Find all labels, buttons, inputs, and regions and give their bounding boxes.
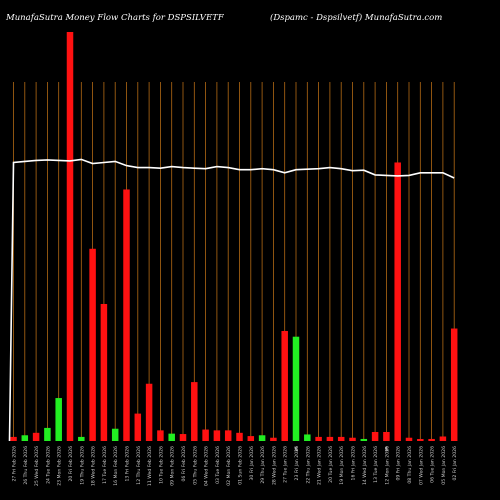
- money-flow-bar: [78, 436, 85, 441]
- money-flow-bar: [450, 328, 458, 441]
- x-tick-label: 22 Thu Jan 2026: [305, 446, 311, 484]
- money-flow-bar: [394, 162, 401, 441]
- x-tick-label: 14 Wed Jan 2026: [362, 446, 368, 485]
- money-flow-bars: [10, 32, 458, 441]
- x-tick-label: 12 Mon Jan 2026: [384, 446, 390, 485]
- money-flow-bar: [383, 432, 390, 441]
- money-flow-bar: [55, 398, 62, 441]
- x-tick-label: 27 Fri Feb 2026: [12, 446, 18, 482]
- x-tick-label: 16 Fri Jan 2026: [351, 446, 357, 481]
- money-flow-bar: [247, 436, 255, 441]
- x-tick-label: 28 Wed Jan 2026: [271, 446, 277, 485]
- x-tick-label: 13 Fri Feb 2026: [125, 446, 131, 482]
- x-tick-label: 19 Thu Feb 2026: [79, 446, 85, 485]
- dollar-marker: $: [294, 446, 298, 453]
- money-flow-bar: [326, 436, 334, 441]
- x-tick-label: 04 Wed Feb 2026: [204, 446, 210, 486]
- x-tick-label: 06 Fri Feb 2026: [181, 446, 187, 482]
- x-tick-label: 26 Thu Feb 2026: [23, 446, 29, 485]
- money-flow-bar: [21, 435, 29, 441]
- x-tick-label: 24 Tue Feb 2026: [45, 446, 51, 484]
- money-flow-bar: [179, 434, 187, 441]
- x-tick-label: 20 Fri Feb 2026: [68, 446, 74, 482]
- x-tick-label: 06 Tue Jan 2026: [430, 446, 436, 483]
- money-flow-bar: [371, 432, 379, 441]
- money-flow-bar: [315, 436, 322, 441]
- x-tick-label: 19 Mon Jan 2026: [339, 446, 345, 485]
- money-flow-bar: [304, 434, 311, 441]
- x-tick-label: 21 Wed Jan 2026: [317, 446, 323, 485]
- money-flow-bar: [168, 433, 175, 441]
- x-tick-label: 12 Thu Feb 2026: [136, 446, 142, 485]
- money-flow-bar: [89, 248, 96, 441]
- chart-source: (Dspamc - Dspsilvetf) MunafaSutra.com: [270, 13, 443, 23]
- x-tick-label: 18 Wed Feb 2026: [91, 446, 97, 486]
- x-tick-label: 11 Wed Feb 2026: [147, 446, 153, 486]
- x-tick-label: 03 Tue Feb 2026: [215, 446, 221, 484]
- money-flow-bar: [32, 432, 40, 441]
- money-flow-bar: [349, 437, 356, 441]
- money-flow-bar: [10, 436, 17, 441]
- special-markers: $ $: [294, 446, 388, 453]
- money-flow-bar: [236, 432, 243, 441]
- dollar-marker: $: [384, 446, 388, 453]
- x-tick-label: 02 Mon Feb 2026: [226, 446, 232, 486]
- money-flow-bar: [224, 430, 232, 441]
- x-tick-label: 13 Tue Jan 2026: [373, 446, 379, 483]
- x-tick-label: 30 Fri Jan 2026: [249, 446, 255, 481]
- x-tick-label: 17 Tue Feb 2026: [102, 446, 108, 484]
- money-flow-bar: [100, 303, 108, 441]
- x-tick-label: 09 Fri Jan 2026: [396, 446, 402, 481]
- money-flow-bar: [123, 189, 130, 441]
- x-tick-label: 02 Fri Jan 2026: [452, 446, 458, 481]
- money-flow-bar: [157, 430, 164, 441]
- x-tick-label: 08 Thu Jan 2026: [407, 446, 413, 484]
- x-tick-label: 16 Mon Feb 2026: [113, 446, 119, 486]
- money-flow-bar: [202, 429, 209, 441]
- money-flow-bar: [258, 435, 266, 441]
- x-tick-label: 27 Tue Jan 2026: [283, 446, 289, 483]
- x-tick-label: 01 Sun Feb 2026: [238, 446, 244, 485]
- x-tick-label: 25 Wed Feb 2026: [34, 446, 40, 486]
- chart-title: MunafaSutra Money Flow Charts for DSPSIL…: [6, 13, 224, 23]
- money-flow-bar: [428, 438, 435, 441]
- money-flow-bar: [281, 330, 288, 441]
- x-tick-label: 05 Thu Feb 2026: [192, 446, 198, 485]
- money-flow-bar: [270, 437, 277, 441]
- x-axis-labels: 27 Fri Feb 2026 26 Thu Feb 2026 25 Wed Feb…: [12, 446, 459, 486]
- x-tick-label: 29 Thu Jan 2026: [260, 446, 266, 484]
- price-line: [8, 158, 455, 442]
- money-flow-bar: [337, 436, 345, 441]
- money-flow-bar: [44, 427, 51, 441]
- money-flow-bar: [134, 413, 142, 441]
- money-flow-bar: [417, 439, 424, 441]
- x-tick-label: 23 Fri Jan 2026: [294, 446, 300, 481]
- money-flow-bar: [213, 430, 221, 441]
- x-tick-label: 07 Wed Jan 2026: [418, 446, 424, 485]
- x-tick-label: 05 Mon Jan 2026: [441, 446, 447, 485]
- x-tick-label: 09 Mon Feb 2026: [170, 446, 176, 486]
- x-tick-label: 23 Mon Feb 2026: [57, 446, 63, 486]
- x-tick-label: 10 Tue Feb 2026: [158, 446, 164, 484]
- money-flow-bar: [292, 336, 300, 441]
- x-tick-label: 20 Tue Jan 2026: [328, 446, 334, 483]
- money-flow-bar: [405, 437, 413, 441]
- money-flow-bar: [111, 428, 119, 441]
- money-flow-bar: [145, 383, 153, 441]
- money-flow-bar: [66, 32, 74, 441]
- money-flow-bar: [439, 436, 447, 441]
- money-flow-bar: [191, 382, 198, 441]
- money-flow-bar: [360, 438, 368, 441]
